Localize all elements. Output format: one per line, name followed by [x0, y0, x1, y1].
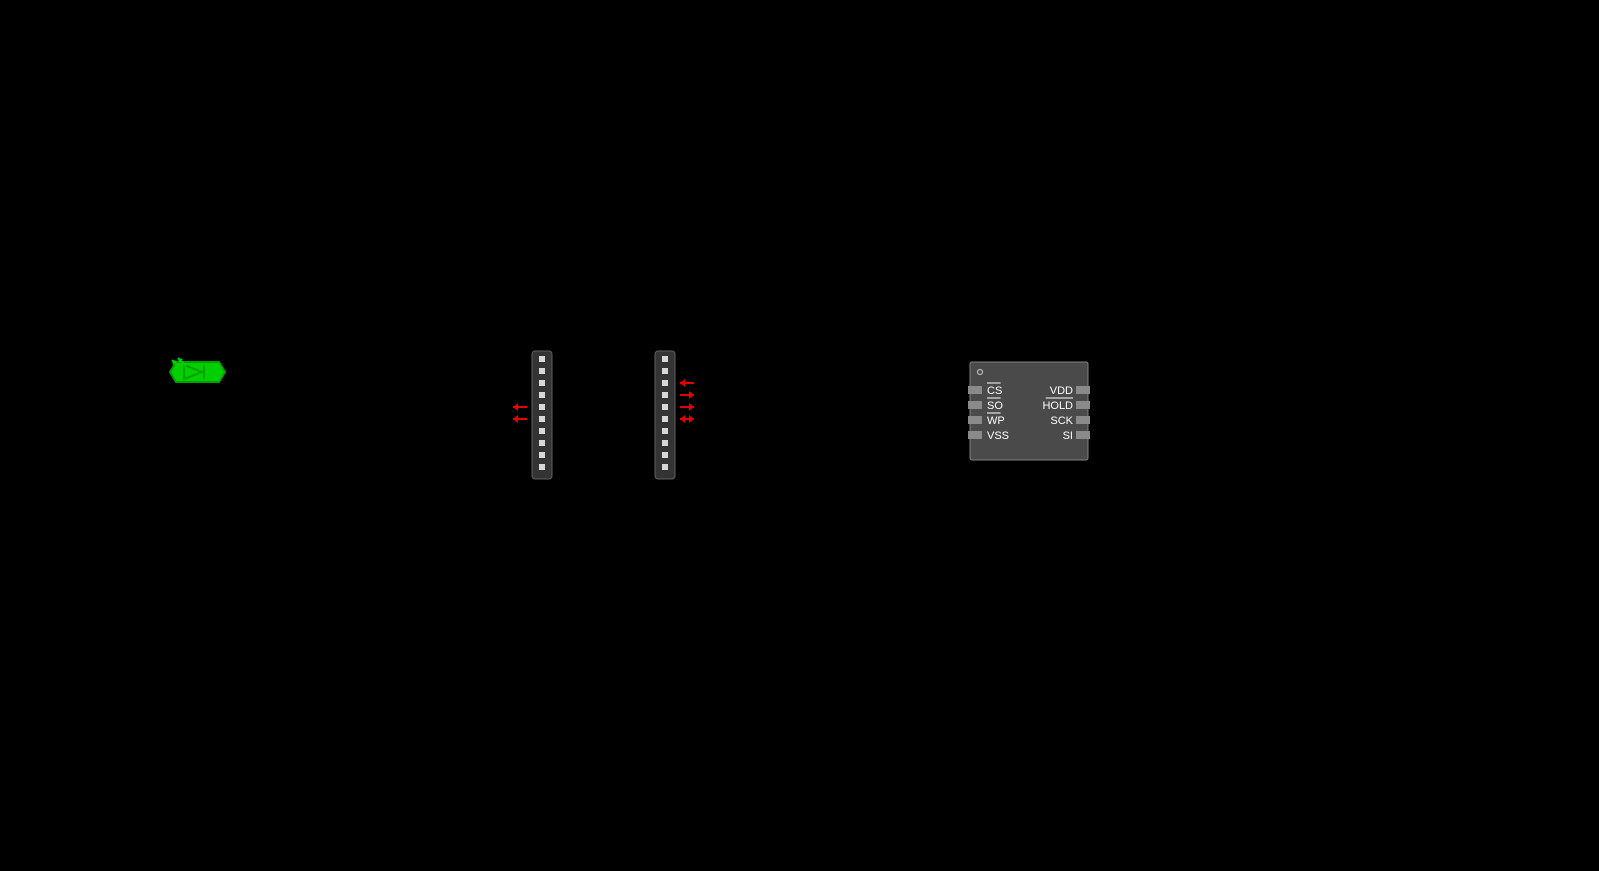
- header-pin: [662, 428, 668, 434]
- diagram-canvas: CS SO WP VSS VDD HOLD SCK SI: [0, 0, 1599, 871]
- header-pin: [539, 380, 545, 386]
- header-pin: [539, 428, 545, 434]
- chip-pin: [968, 416, 982, 424]
- chip-pin: [1076, 386, 1090, 394]
- header-pin: [662, 404, 668, 410]
- header-pin: [662, 380, 668, 386]
- pin-label: WP: [987, 415, 1005, 427]
- pin-label: VDD: [1050, 385, 1073, 397]
- header-pin: [539, 416, 545, 422]
- chip-pin: [968, 431, 982, 439]
- chip-pin: [968, 401, 982, 409]
- chip-pin: [1076, 431, 1090, 439]
- header-pin: [662, 368, 668, 374]
- header-pin: [539, 356, 545, 362]
- led-component: [170, 358, 225, 382]
- chip-pin: [968, 386, 982, 394]
- pin-label: VSS: [987, 430, 1009, 442]
- chip-pin: [1076, 401, 1090, 409]
- header-pin: [662, 464, 668, 470]
- header-pin: [539, 452, 545, 458]
- header-pin: [539, 440, 545, 446]
- pin-label: HOLD: [1042, 400, 1073, 412]
- header-pin: [662, 356, 668, 362]
- pin-label: SCK: [1050, 415, 1073, 427]
- header-pin: [539, 404, 545, 410]
- header-pin: [662, 440, 668, 446]
- ic-chip: CS SO WP VSS VDD HOLD SCK SI: [968, 362, 1090, 460]
- header-pin: [539, 464, 545, 470]
- pin-label: CS: [987, 385, 1002, 397]
- chip-pin: [1076, 416, 1090, 424]
- header-pin: [539, 392, 545, 398]
- header-pin: [539, 368, 545, 374]
- header-pin: [662, 416, 668, 422]
- pin-label: SI: [1063, 430, 1073, 442]
- pin-label: SO: [987, 400, 1003, 412]
- header-pin: [662, 392, 668, 398]
- header-pin: [662, 452, 668, 458]
